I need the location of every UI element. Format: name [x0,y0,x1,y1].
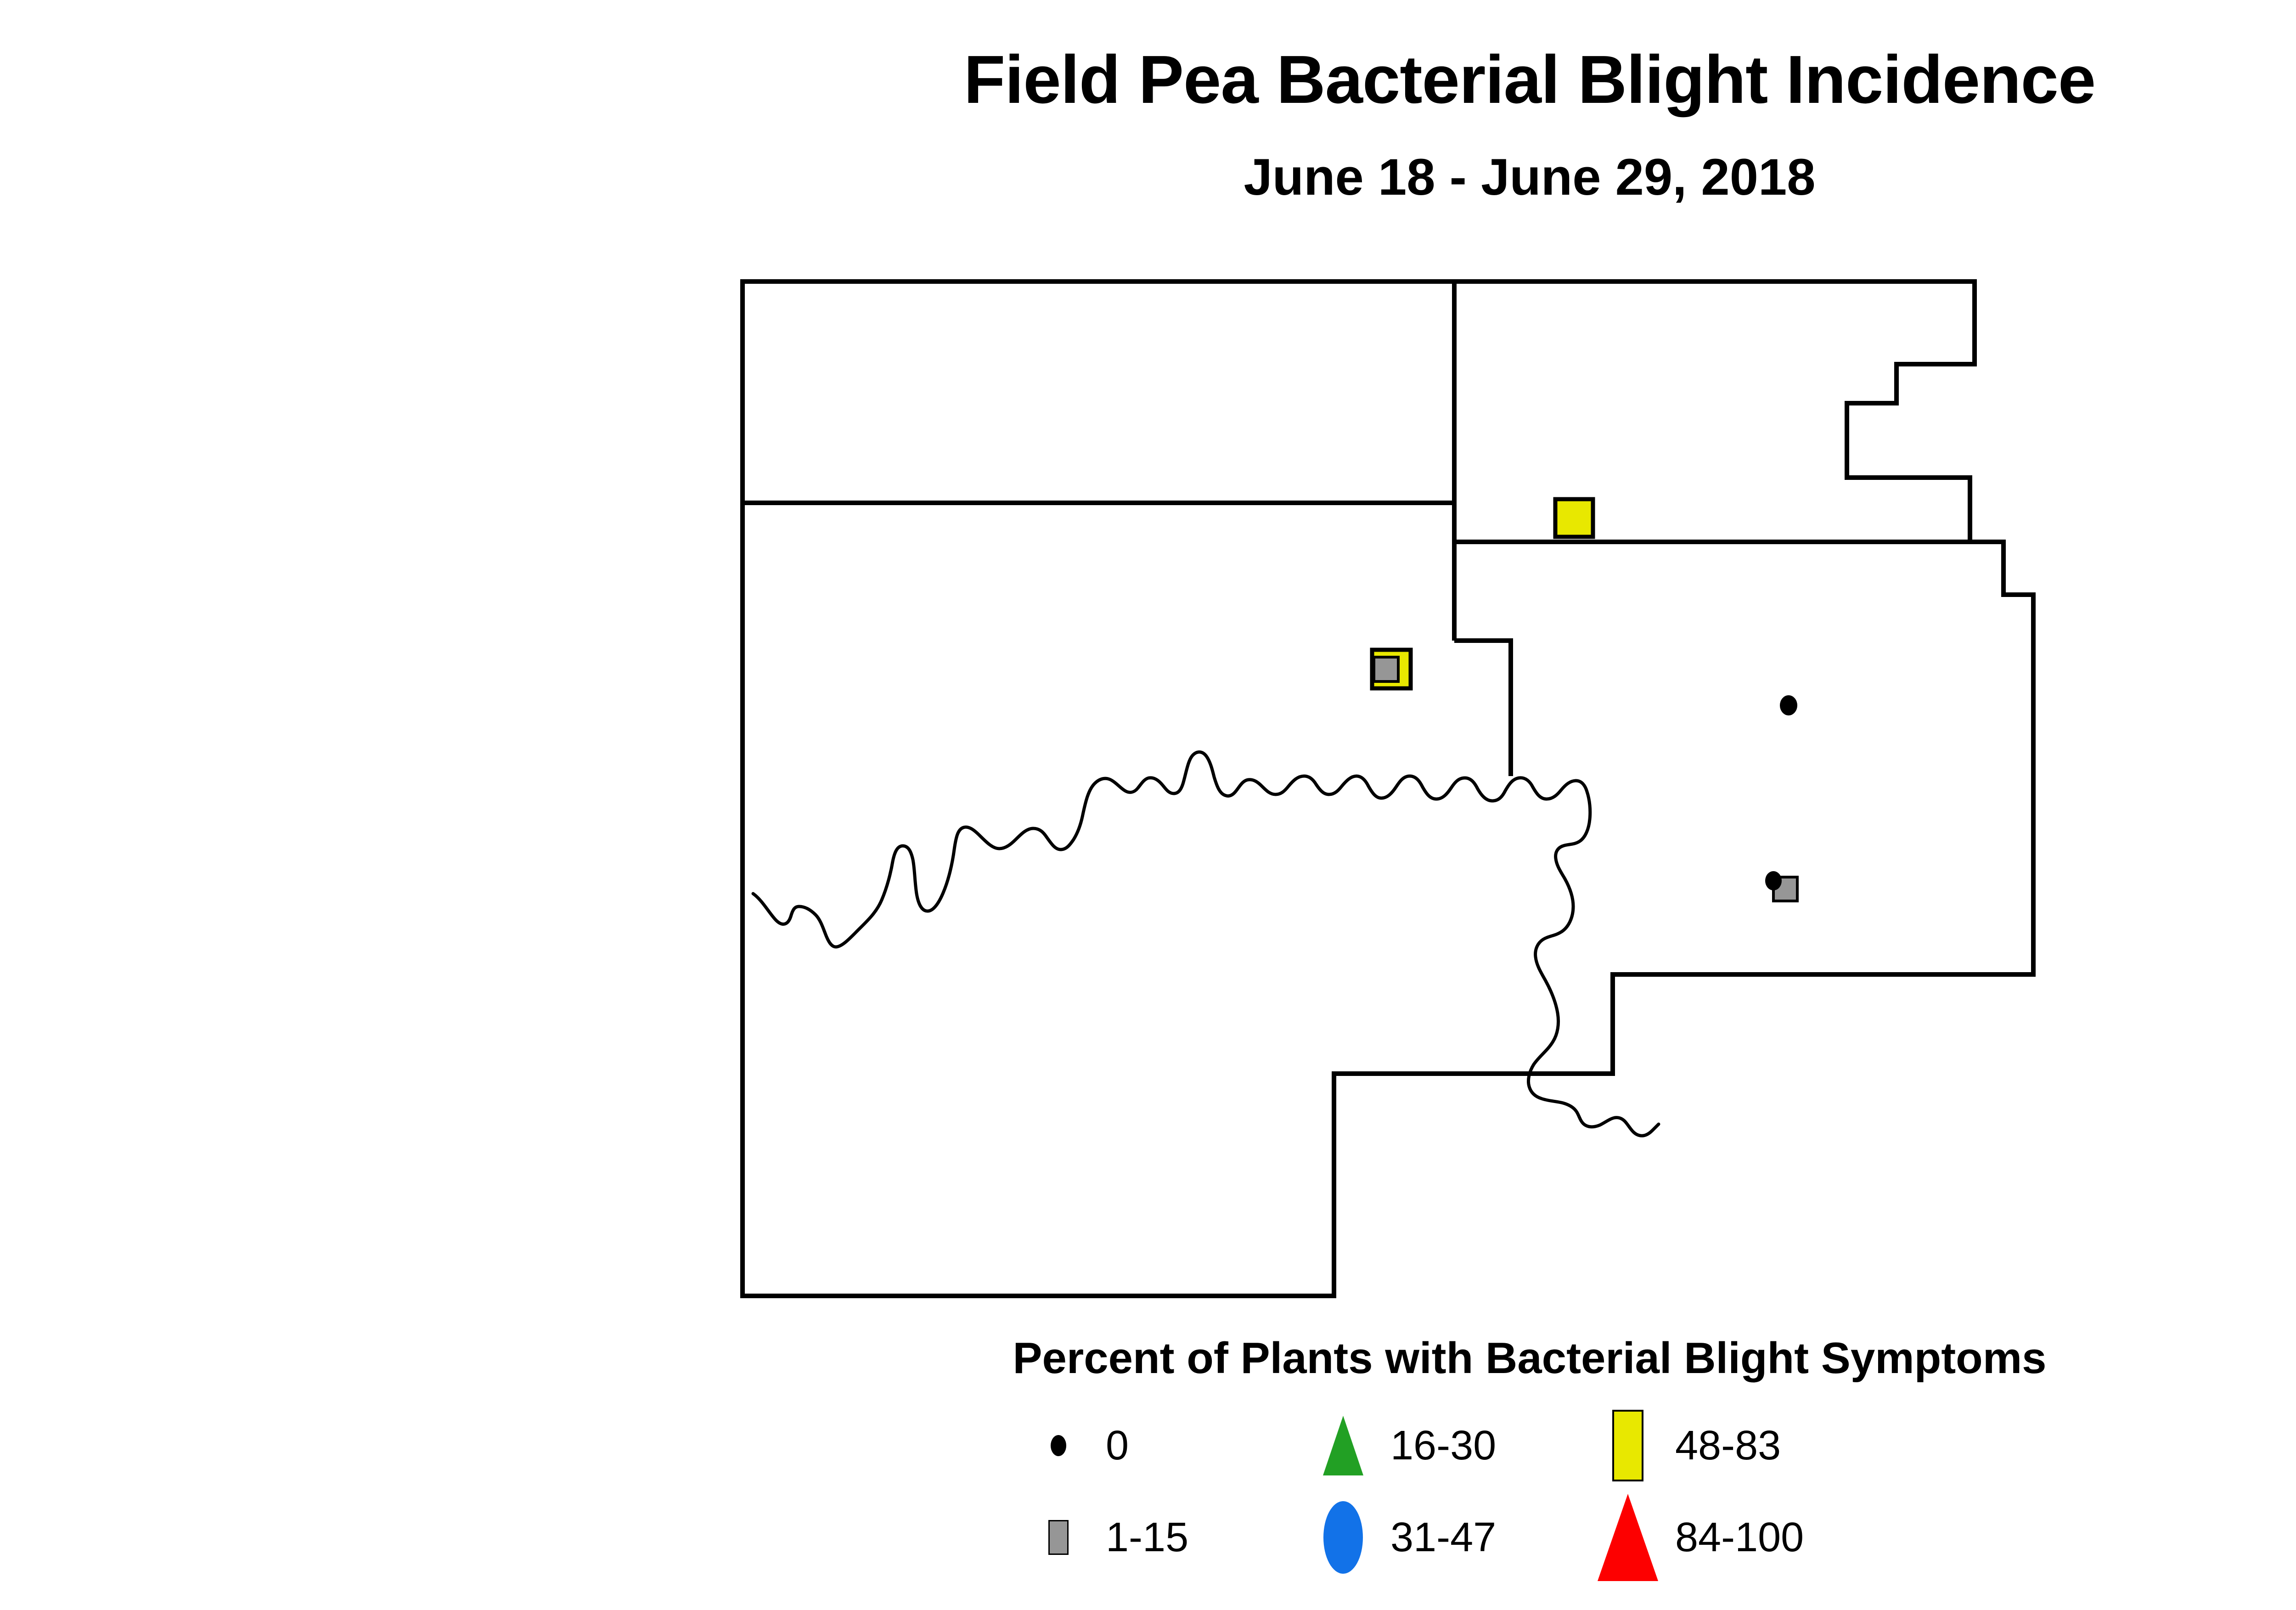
green-triangle-icon [1309,1409,1378,1482]
legend-item-label: 48-83 [1675,1423,1781,1469]
marker-gray-square-central [1373,656,1400,683]
red-triangle-icon [1593,1494,1662,1581]
gray-square-icon [1024,1501,1093,1574]
legend-grid: 0 16-30 48-83 [1024,1400,1896,1583]
river-boundary [751,750,1660,1137]
legend-item-label: 1-15 [1106,1514,1189,1560]
map-markers [1370,497,1799,902]
legend-title: Percent of Plants with Bacterial Blight … [1013,1334,2047,1383]
legend-item-0: 0 [1024,1400,1309,1492]
marker-yellow-square-north [1553,497,1595,539]
marker-black-dot-east-lower [1765,871,1782,890]
legend-item-48-83: 48-83 [1593,1400,1878,1492]
yellow-square-icon [1593,1409,1662,1482]
legend-item-1-15: 1-15 [1024,1492,1309,1583]
map-boundaries [740,279,2036,1298]
legend-row: 0 16-30 48-83 [1024,1400,1896,1492]
legend-item-label: 0 [1106,1423,1129,1469]
state-outline [740,279,2036,1298]
page-title: Field Pea Bacterial Blight Incidence [963,42,2096,118]
legend-item-31-47: 31-47 [1309,1492,1593,1583]
legend-item-84-100: 84-100 [1593,1492,1878,1583]
legend-item-16-30: 16-30 [1309,1400,1593,1492]
marker-black-dot-east-upper [1780,695,1797,715]
blue-circle-icon [1309,1501,1378,1574]
legend: Percent of Plants with Bacterial Blight … [0,1334,2296,1581]
river-path [751,750,1660,1137]
legend-row: 1-15 31-47 84-100 [1024,1492,1896,1583]
legend-item-label: 31-47 [1390,1514,1497,1560]
county-line-step-east [1454,638,1513,776]
black-circle-icon [1024,1409,1093,1482]
page-subtitle: June 18 - June 29, 2018 [1244,148,1816,206]
legend-item-label: 84-100 [1675,1514,1804,1560]
legend-item-label: 16-30 [1390,1423,1497,1469]
